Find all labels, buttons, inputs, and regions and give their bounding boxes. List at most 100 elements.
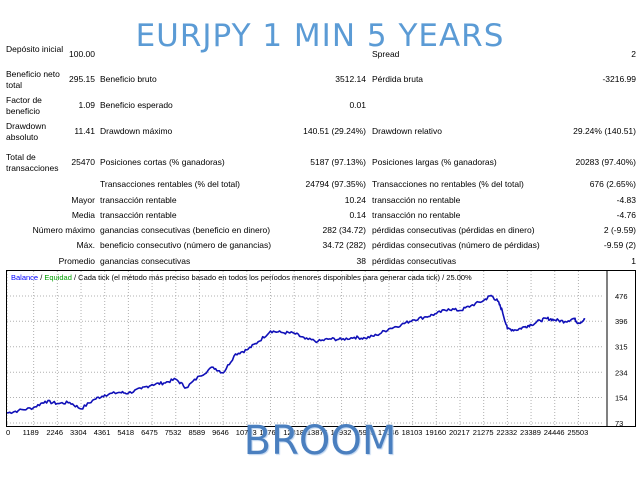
y-tick-label: 396 [615, 317, 628, 326]
label-total-transacciones: Total de transacciones [6, 152, 59, 173]
label-perdida-bruta: Pérdida bruta [372, 74, 424, 84]
x-tick-label: 7532 [164, 428, 182, 437]
value-mayor-rentable: 10.24 [344, 195, 366, 205]
label-transacciones-no-rentables: Transacciones no rentables (% del total) [372, 179, 524, 189]
value-beneficio-neto: 295.15 [69, 74, 95, 84]
value-prom-ganancias-consecutivas: 38 [356, 256, 366, 266]
label-mayor-no-rentable: transacción no rentable [372, 195, 461, 205]
x-tick-label: 21275 [472, 428, 494, 437]
balance-chart: 73 154 234 315 396 476 Balance / Equidad / Ca… [6, 270, 636, 427]
label-media: Media [71, 210, 95, 220]
x-tick-label: 15989 [354, 428, 376, 437]
label-max-ganancias-consecutivas: ganancias consecutivas (beneficio en din… [100, 225, 271, 235]
balance-series-line [7, 294, 586, 415]
label-max-perdidas-consecutivas: pérdidas consecutivas (pérdidas en diner… [372, 225, 535, 235]
y-tick-label: 476 [615, 292, 628, 301]
overlay-title: EURJPY 1 MIN 5 YEARS [135, 18, 505, 54]
row-deposito: Depósito inicial 100.00 Spread 2 [0, 44, 640, 59]
balance-chart-svg: 73 154 234 315 396 476 [7, 271, 628, 426]
row-drawdown: Drawdown absoluto 11.41 Drawdown máximo … [0, 121, 640, 142]
x-tick-label: 12818 [283, 428, 305, 437]
x-tick-label: 2246 [46, 428, 63, 437]
value-perdida-bruta: -3216.99 [602, 74, 636, 84]
x-tick-label: 9646 [212, 428, 229, 437]
x-tick-label: 19160 [425, 428, 447, 437]
value-max-beneficio-consecutivo: 34.72 (282) [322, 240, 366, 250]
value-beneficio-bruto: 3512.14 [335, 74, 366, 84]
value-posiciones-cortas: 5187 (97.13%) [310, 157, 366, 167]
value-drawdown-maximo: 140.51 (29.24%) [303, 126, 366, 136]
row-beneficio-neto: Beneficio neto total 295.15 Beneficio br… [0, 69, 640, 90]
row-factor: Factor de beneficio 1.09 Beneficio esper… [0, 95, 640, 116]
label-max-perdidas-consecutivas-numero: pérdidas consecutivas (número de pérdida… [372, 240, 540, 250]
label-mayor-rentable: transacción rentable [100, 195, 177, 205]
value-mayor-no-rentable: -4.83 [616, 195, 636, 205]
x-tick-label: 25503 [567, 428, 589, 437]
label-promedio: Promedio [58, 256, 95, 266]
value-media-no-rentable: -4.76 [616, 210, 636, 220]
row-promedio: Promedio ganancias consecutivas 38 pérdi… [0, 256, 640, 270]
x-tick-label: 23389 [520, 428, 541, 437]
x-tick-label: 5418 [117, 428, 135, 437]
x-tick-label: 11760 [259, 428, 280, 437]
y-tick-label: 73 [615, 419, 623, 426]
x-tick-label: 22332 [496, 428, 518, 437]
value-max-perdidas-consecutivas: 2 (-9.59) [603, 225, 636, 235]
value-max-ganancias-consecutivas: 282 (34.72) [322, 225, 366, 235]
value-media-rentable: 0.14 [349, 210, 366, 220]
label-prom-ganancias-consecutivas: ganancias consecutivas [100, 256, 191, 266]
label-transacciones-rentables: Transacciones rentables (% del total) [100, 179, 241, 189]
label-prom-perdidas-consecutivas: pérdidas consecutivas [372, 256, 457, 266]
x-axis-labels: 0 1189 2246 3304 4361 5418 6475 7532 8589 9646 107… [6, 428, 634, 440]
label-deposito-inicial: Depósito inicial [6, 44, 64, 54]
value-beneficio-esperado: 0.01 [349, 100, 366, 110]
row-numero-maximo: Número máximo ganancias consecutivas (be… [0, 225, 640, 239]
y-tick-label: 154 [615, 393, 628, 402]
x-tick-label: 14932 [330, 428, 352, 437]
label-factor-beneficio: Factor de beneficio [6, 95, 42, 116]
x-tick-label: 6475 [141, 428, 158, 437]
x-tick-label: 0 [6, 428, 11, 437]
x-tick-label: 24446 [543, 428, 565, 437]
label-media-no-rentable: transacción no rentable [372, 210, 461, 220]
row-rentables: Transacciones rentables (% del total) 24… [0, 179, 640, 193]
x-tick-label: 20217 [448, 428, 470, 437]
row-mayor: Mayor transacción rentable 10.24 transac… [0, 195, 640, 209]
overlay-footer: BROOM [243, 418, 397, 464]
label-mayor: Mayor [71, 195, 95, 205]
label-posiciones-cortas: Posiciones cortas (% ganadoras) [100, 157, 225, 167]
value-factor-beneficio: 1.09 [78, 100, 95, 110]
label-numero-maximo: Número máximo [32, 225, 95, 235]
label-drawdown-absoluto: Drawdown absoluto [6, 121, 47, 142]
label-drawdown-relativo: Drawdown relativo [372, 126, 442, 136]
row-media: Media transacción rentable 0.14 transacc… [0, 210, 640, 224]
x-tick-label: 4361 [93, 428, 111, 437]
legend-model: / Cada tick (el método más preciso basad… [71, 273, 472, 282]
row-maximo: Máx. beneficio consecutivo (número de ga… [0, 240, 640, 254]
chart-legend: Balance / Equidad / Cada tick (el método… [11, 273, 472, 282]
x-tick-label: 13875 [306, 428, 328, 437]
label-maximo: Máx. [76, 240, 95, 250]
label-media-rentable: transacción rentable [100, 210, 177, 220]
y-tick-label: 234 [615, 368, 628, 377]
row-total-transacciones: Total de transacciones 25470 Posiciones … [0, 152, 640, 173]
value-max-perdidas-consecutivas-numero: -9.59 (2) [603, 240, 636, 250]
x-tick-label: 17046 [377, 428, 399, 437]
legend-sep: / [38, 273, 45, 282]
label-max-beneficio-consecutivo: beneficio consecutivo (número de gananci… [100, 240, 272, 250]
label-beneficio-esperado: Beneficio esperado [100, 100, 173, 110]
value-transacciones-rentables: 24794 (97.35%) [305, 179, 367, 189]
value-total-transacciones: 25470 [71, 157, 95, 167]
x-tick-label: 3304 [70, 428, 87, 437]
y-tick-label: 315 [615, 343, 628, 352]
label-beneficio-neto: Beneficio neto total [6, 69, 60, 90]
value-prom-perdidas-consecutivas: 1 [631, 256, 636, 266]
value-drawdown-absoluto: 11.41 [74, 126, 95, 136]
label-drawdown-maximo: Drawdown máximo [100, 126, 173, 136]
value-deposito-inicial: 100.00 [69, 49, 95, 59]
label-beneficio-bruto: Beneficio bruto [100, 74, 157, 84]
legend-balance: Balance [11, 273, 39, 282]
value-posiciones-largas: 20283 (97.40%) [575, 157, 637, 167]
x-tick-label: 1189 [22, 428, 39, 437]
label-spread: Spread [372, 49, 400, 59]
